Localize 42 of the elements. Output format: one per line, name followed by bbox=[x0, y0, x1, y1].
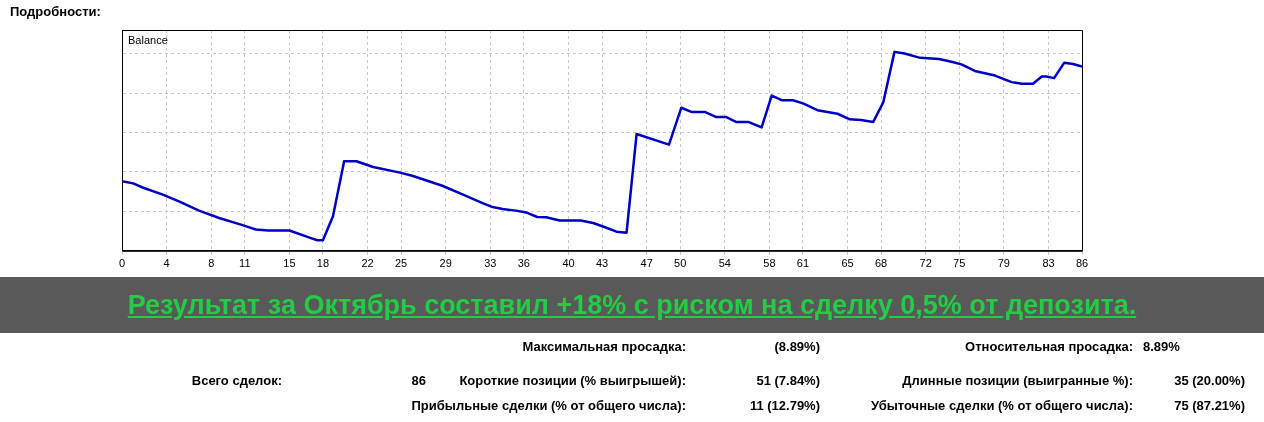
text: (8.89%) bbox=[774, 339, 820, 354]
text: Всего сделок: bbox=[191, 373, 282, 388]
text: 51 (7.84%) bbox=[756, 373, 820, 388]
text: Balance bbox=[128, 33, 168, 46]
x-tick-label: 15 bbox=[283, 257, 296, 270]
x-tick-label: 75 bbox=[953, 257, 966, 270]
x-tick-label: 79 bbox=[997, 257, 1010, 270]
x-tick-label: 83 bbox=[1042, 257, 1055, 270]
text: Короткие позиции (% выигрышей): bbox=[459, 373, 686, 388]
text: Прибыльные сделки (% от общего числа): bbox=[411, 398, 686, 413]
x-tick-label: 25 bbox=[394, 257, 408, 270]
x-tick-label: 40 bbox=[562, 257, 575, 270]
text: 8.89% bbox=[1143, 339, 1180, 354]
x-tick-label: 43 bbox=[595, 257, 609, 270]
x-tick-label: 0 bbox=[118, 257, 126, 270]
text: Убыточные сделки (% от общего числа): bbox=[870, 398, 1133, 413]
x-tick-label: 86 bbox=[1075, 257, 1089, 270]
text: 75 (87.21%) bbox=[1174, 398, 1245, 413]
chart-title: Подробности: bbox=[10, 4, 101, 19]
text: Максимальная просадка: bbox=[522, 339, 686, 354]
x-tick-label: 22 bbox=[361, 257, 374, 270]
x-tick-label: 68 bbox=[874, 257, 888, 270]
x-tick-label: 54 bbox=[718, 257, 731, 270]
text: Относительная просадка: bbox=[965, 339, 1133, 354]
x-tick-label: 50 bbox=[674, 257, 687, 270]
x-tick-label: 29 bbox=[439, 257, 452, 270]
x-tick-label: 47 bbox=[640, 257, 653, 270]
x-tick-label: 4 bbox=[163, 257, 170, 270]
x-tick-label: 58 bbox=[763, 257, 776, 270]
x-tick-label: 11 bbox=[239, 257, 251, 270]
text: Длинные позиции (выигранные %): bbox=[902, 373, 1133, 388]
x-tick-label: 33 bbox=[484, 257, 497, 270]
text: 86 bbox=[411, 373, 426, 388]
x-tick-label: 8 bbox=[208, 257, 215, 270]
x-tick-label: 36 bbox=[517, 257, 530, 270]
x-tick-label: 65 bbox=[841, 257, 854, 270]
x-tick-label: 72 bbox=[919, 257, 932, 270]
x-tick-label: 61 bbox=[796, 257, 810, 270]
text: 11 (12.79%) bbox=[749, 398, 820, 413]
x-tick-label: 18 bbox=[316, 257, 330, 270]
text: Результат за Октябрь составил +18% с риском на сделку 0,5% от депозита. bbox=[127, 289, 1137, 321]
text: 35 (20.00%) bbox=[1174, 373, 1245, 388]
